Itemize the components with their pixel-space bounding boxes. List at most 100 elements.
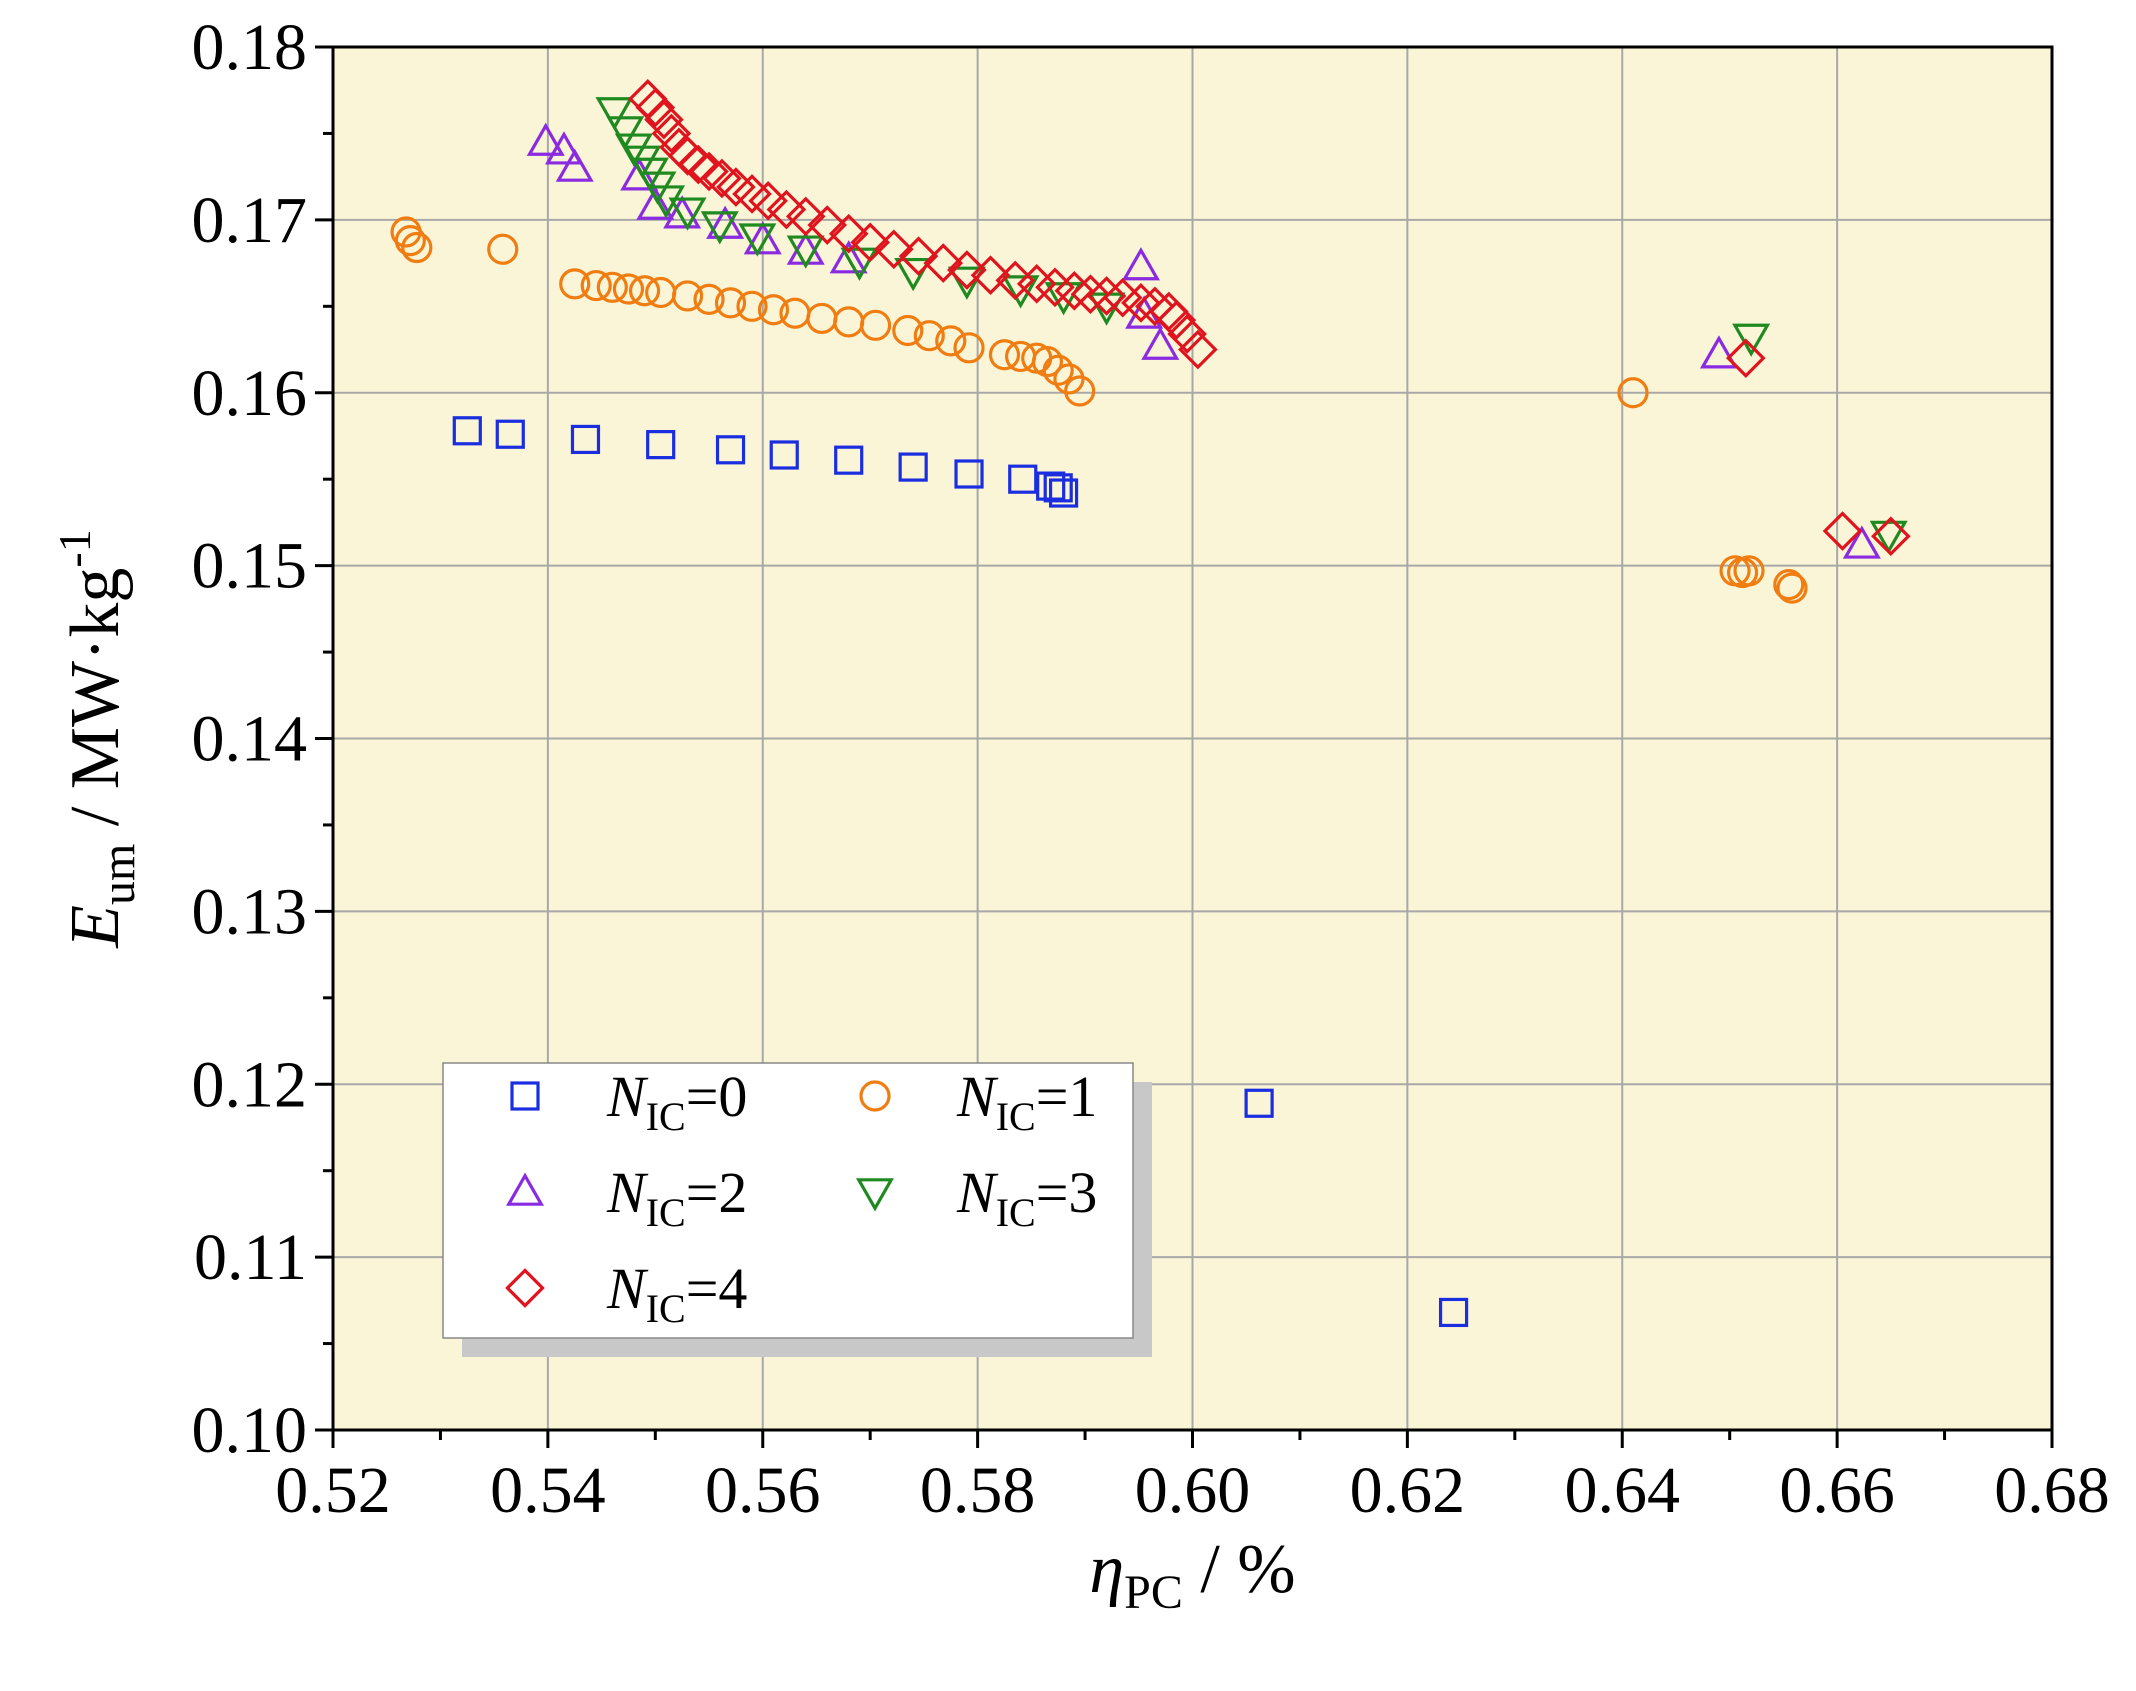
x-tick-label: 0.56 — [705, 1454, 821, 1527]
data-point-square — [715, 435, 746, 465]
data-point-square — [954, 459, 984, 489]
data-point-diamond — [1178, 329, 1218, 370]
data-point-diamond — [635, 87, 676, 128]
data-point-triangle-up — [636, 186, 675, 220]
data-point-diamond — [947, 250, 987, 290]
data-point-diamond — [1871, 516, 1911, 557]
legend-label-sub: IC — [646, 1190, 686, 1235]
data-point-diamond — [1054, 270, 1095, 311]
data-point-square — [452, 416, 482, 446]
y-axis-symbol: E — [57, 905, 134, 949]
data-point-diamond — [807, 205, 848, 245]
data-points — [390, 79, 1911, 1328]
data-point-circle — [736, 290, 768, 322]
plot-frame — [331, 45, 2054, 1432]
data-point-circle — [714, 287, 747, 319]
data-point-diamond — [898, 236, 939, 276]
series-1 — [390, 216, 1808, 604]
data-point-circle — [859, 309, 892, 341]
legend-label-tail: =2 — [686, 1160, 748, 1225]
data-point-square — [834, 445, 864, 475]
data-point-triangle-down — [786, 235, 825, 269]
data-point-circle — [580, 269, 612, 302]
series-4 — [627, 79, 1911, 557]
y-tick-label: 0.10 — [192, 1394, 308, 1467]
data-point-triangle-down — [1732, 323, 1771, 357]
data-point-diamond — [828, 213, 869, 254]
x-axis-symbol: η — [1089, 1531, 1124, 1608]
data-point-triangle-down — [894, 257, 933, 292]
x-tick-label: 0.58 — [920, 1454, 1036, 1527]
data-point-circle — [1064, 375, 1096, 407]
y-tick-labels: 0.10 0.11 0.12 0.13 0.14 0.15 0.16 0.17 0.18 — [192, 11, 308, 1467]
x-axis-title: ηPC / % — [1089, 1531, 1295, 1619]
data-point-diamond — [785, 196, 826, 237]
data-point-triangle-down — [606, 116, 645, 150]
x-tick-label: 0.62 — [1350, 1454, 1466, 1527]
x-tick-label: 0.64 — [1565, 1454, 1681, 1527]
x-tick-label: 0.54 — [490, 1454, 606, 1527]
y-tick-label: 0.15 — [192, 530, 308, 603]
legend-marker-diamond — [505, 1268, 545, 1308]
data-point-square — [769, 440, 799, 470]
data-point-triangle-up — [829, 240, 868, 274]
data-point-diamond — [689, 151, 729, 192]
data-point-diamond — [678, 144, 719, 185]
data-point-square — [570, 424, 601, 455]
x-tick-label: 0.66 — [1779, 1454, 1895, 1527]
x-tick-label: 0.68 — [1994, 1454, 2110, 1527]
legend-item: NIC=1 — [859, 1064, 1098, 1139]
data-point-diamond — [1135, 286, 1175, 327]
data-point-diamond — [850, 222, 891, 263]
data-point-diamond — [1121, 283, 1161, 323]
legend-box — [442, 1062, 1134, 1339]
legend-marker-circle — [859, 1080, 891, 1112]
legend-label-main: N — [606, 1064, 649, 1129]
legend-label-tail: =4 — [686, 1256, 748, 1321]
data-point-triangle-up — [555, 148, 594, 182]
data-point-diamond — [923, 243, 964, 283]
data-point-diamond — [651, 113, 692, 154]
data-point-triangle-up — [706, 205, 745, 239]
data-point-circle — [559, 268, 591, 300]
data-point-circle — [693, 283, 725, 315]
legend-item: NIC=0 — [510, 1064, 747, 1139]
legend-label-sub: IC — [996, 1190, 1036, 1235]
legend-label-sub: IC — [646, 1094, 686, 1139]
legend-item: NIC=2 — [505, 1160, 748, 1235]
legend-label-tail: =1 — [1036, 1064, 1098, 1129]
data-point-diamond — [970, 255, 1011, 296]
legend-marker-square — [510, 1081, 540, 1111]
data-point-square — [495, 419, 525, 449]
legend-label: NIC=3 — [956, 1160, 1097, 1235]
series-3 — [595, 97, 1908, 554]
legend-label-main: N — [956, 1160, 999, 1225]
legend-label: NIC=4 — [606, 1256, 747, 1331]
data-point-diamond — [748, 181, 788, 221]
data-point-triangle-up — [544, 131, 583, 165]
data-point-circle — [757, 294, 790, 326]
series-2 — [526, 122, 1881, 559]
data-point-circle — [596, 271, 628, 303]
data-point-circle — [401, 231, 433, 264]
legend-label-main: N — [606, 1160, 649, 1225]
data-point-circle — [1617, 377, 1649, 409]
data-point-diamond — [1725, 338, 1766, 378]
y-axis-subscript: um — [92, 844, 145, 905]
data-point-triangle-up — [663, 195, 702, 229]
data-point-triangle-up — [1699, 335, 1738, 369]
data-point-circle — [913, 320, 945, 352]
legend-item: NIC=4 — [505, 1256, 747, 1331]
legend-label-sub: IC — [996, 1094, 1036, 1139]
data-point-triangle-down — [700, 211, 739, 245]
legend-label: NIC=0 — [606, 1064, 747, 1139]
x-tick-labels: 0.52 0.54 0.56 0.58 0.60 0.62 0.64 0.66 0.68 — [275, 1454, 2110, 1527]
legend-label-main: N — [606, 1256, 649, 1321]
y-tick-label: 0.16 — [192, 357, 308, 430]
data-point-square — [1048, 478, 1079, 508]
y-tick-label: 0.17 — [192, 184, 308, 257]
y-tick-label: 0.12 — [192, 1048, 308, 1121]
y-tick-label: 0.14 — [192, 703, 308, 776]
y-tick-label: 0.11 — [194, 1221, 307, 1294]
